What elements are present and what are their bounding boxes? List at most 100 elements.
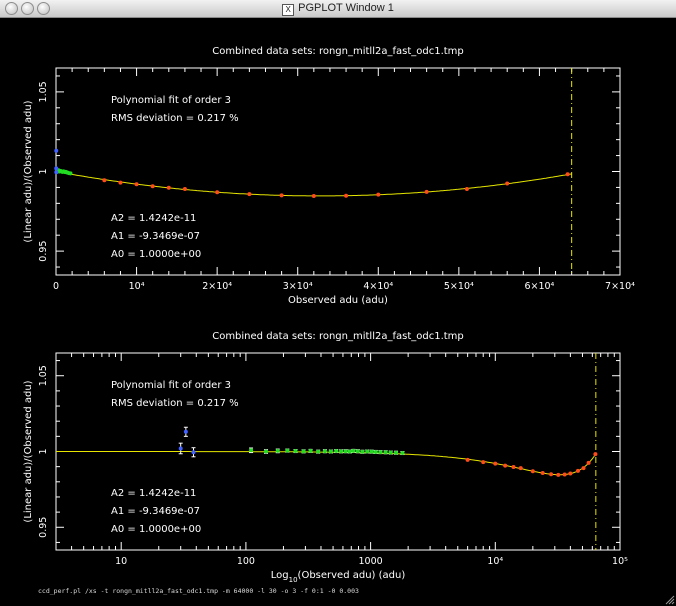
chart-2-point-s1-10 [334,449,339,454]
chart-2-point-s1-19 [373,449,378,454]
chart-1-point-s0-2 [134,182,139,187]
chart-2-point-s1-24 [400,451,405,456]
chart-1-point-s0-5 [182,187,187,192]
chart-2-x-axis-label: Log10(Observed adu) (adu) [271,570,406,584]
chart-2-fit-curve [56,451,597,476]
chart-2-point-s1-23 [394,450,399,455]
minimize-window-button[interactable] [21,2,34,15]
chart-1-coef-a2: A2 = 1.4242e-11 [111,213,196,224]
chart-2-point-s1-1 [264,449,269,454]
zoom-window-button[interactable] [37,2,50,15]
chart-1-x-tick-label: 0 [53,281,59,292]
chart-2-point-s2-1 [481,460,486,465]
close-window-button[interactable] [5,2,18,15]
chart-1-y-tick-label: 1 [38,168,49,174]
chart-2-x-tick-label: 100 [237,556,255,567]
chart-2-x-tick-label: 1000 [359,556,383,567]
chart-2-y-tick-label: 1 [38,448,49,454]
window-title: X PGPLOT Window 1 [0,2,676,16]
chart-2-point-s1-11 [339,449,344,454]
chart-2-point-s2-3 [503,463,508,468]
chart-1-point-s0-12 [424,189,429,194]
chart-1-point-s1-15 [68,171,73,176]
chart-2-point-s1-6 [308,448,313,453]
chart-2-point-s1-16 [360,449,365,454]
chart-2-point-s1-15 [355,449,360,454]
chart-2-point-s2-10 [562,472,567,477]
chart-2-coef-a0: A0 = 1.0000e+00 [111,524,201,535]
chart-1-y-axis-label: (Linear adu)/(Observed adu) [23,100,34,242]
chart-2-y-tick-label: 1.05 [38,365,49,386]
chart-2-point-s2-15 [593,452,598,457]
chart-1-title: Combined data sets: rongn_mitll2a_fast_o… [212,46,464,57]
chart-2-point-s1-9 [328,449,333,454]
chart-2-point-s0-1 [183,429,188,434]
chart-1-point-s0-6 [215,190,220,195]
chart-1-point-s0-8 [279,193,284,198]
chart-2-point-s2-14 [586,460,591,465]
chart-2-point-s1-7 [316,449,321,454]
chart-2-x-axis-label-sub: 10 [289,576,298,584]
chart-2-coef-a1: A1 = -9.3469e-07 [111,506,200,517]
chart-2-x-axis-label-prefix: Log [271,570,289,581]
chart-1-point-s0-13 [464,187,469,192]
chart-2-x-tick-label: 10⁵ [612,556,628,567]
chart-1-fit-curve [55,171,572,197]
chart-1-point-s0-9 [311,194,316,199]
chart-2-point-s2-5 [518,466,523,471]
chart-2-point-s1-13 [347,449,352,454]
chart-1-point-s0-11 [376,192,381,197]
chart-2-rms-label: RMS deviation = 0.217 % [111,398,239,409]
chart-2-point-s1-0 [249,448,254,453]
chart-1-x-tick-label: 6×10⁴ [524,281,554,292]
chart-1-x-tick-label: 7×10⁴ [605,281,635,292]
chart-2-point-s2-8 [549,472,554,477]
chart-1-x-tick-label: 4×10⁴ [363,281,393,292]
chart-2-coef-a2: A2 = 1.4242e-11 [111,488,196,499]
chart-2-y-tick-label: 0.95 [38,517,49,538]
chart-1-x-tick-label: 5×10⁴ [444,281,474,292]
chart-2-y-axis-label: (Linear adu)/(Observed adu) [23,380,34,522]
chart-2-point-s2-0 [465,457,470,462]
chart-2-x-tick-label: 10 [115,556,127,567]
chart-2-point-s1-4 [293,449,298,454]
chart-2-point-s1-12 [343,449,348,454]
chart-1-x-tick-label: 10⁴ [129,281,145,292]
chart-1-point-s2-0 [54,166,59,171]
chart-2-point-s0-0 [178,446,183,451]
chart-2-title: Combined data sets: rongn_mitll2a_fast_o… [212,331,464,342]
chart-2-point-s2-7 [540,471,545,476]
chart-2-point-s1-22 [388,450,393,455]
resize-grip-icon[interactable] [664,594,675,605]
chart-1-point-s0-10 [344,193,349,198]
chart-2-point-s2-6 [530,469,535,474]
chart-1-x-tick-label: 3×10⁴ [283,281,313,292]
chart-2-point-s1-18 [369,449,374,454]
chart-2-point-s1-21 [383,450,388,455]
chart-2-point-s2-12 [575,468,580,473]
chart-1-x-axis-label: Observed adu (adu) [288,295,388,306]
x11-icon: X [282,4,295,16]
chart-2-point-s2-11 [568,471,573,476]
chart-1-coef-a1: A1 = -9.3469e-07 [111,231,200,242]
chart-1-y-tick-label: 1.05 [38,81,49,102]
chart-1-point-s2-1 [54,148,59,153]
chart-1-point-s0-14 [505,181,510,186]
chart-1-point-s0-1 [118,180,123,185]
chart-1-fit-label: Polynomial fit of order 3 [111,95,231,106]
chart-1-rms-label: RMS deviation = 0.217 % [111,113,239,124]
chart-2-fit-label: Polynomial fit of order 3 [111,380,231,391]
chart-1-x-tick-label: 2×10⁴ [202,281,232,292]
chart-2-point-s1-2 [275,448,280,453]
title-bar[interactable]: X PGPLOT Window 1 [0,0,676,18]
window-title-label: PGPLOT Window 1 [298,2,394,14]
chart-2-point-s1-5 [301,449,306,454]
chart-2-point-s2-13 [581,466,586,471]
chart-2-point-s2-2 [493,461,498,466]
chart-2-point-s0-2 [191,450,196,455]
chart-1-point-s0-0 [102,178,107,183]
chart-2-point-s1-14 [351,448,356,453]
chart-1-point-s0-7 [247,192,252,197]
chart-1-point-s0-15 [565,172,570,177]
